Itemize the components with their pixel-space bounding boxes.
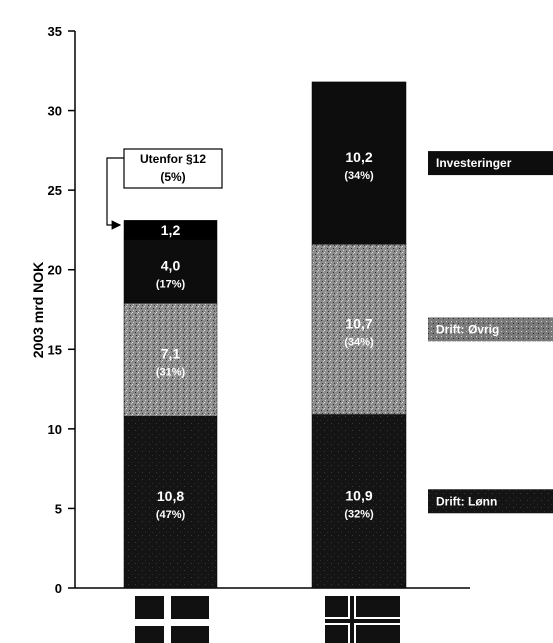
value-label: 7,1 [161,346,181,362]
value-label: 1,2 [161,222,181,238]
bar-segment [311,81,407,245]
flag-icon-nordic-cross [325,596,400,643]
bar-segment [123,302,218,417]
percent-label: (31%) [156,367,186,379]
value-label: 10,9 [345,487,372,503]
legend-box [428,489,553,514]
bar-segment [311,414,407,589]
y-tick-label: 25 [48,183,62,198]
value-label: 10,2 [345,149,372,165]
y-tick-label: 35 [48,24,62,39]
value-label: 4,0 [161,257,181,273]
value-label: 10,7 [345,315,372,331]
annotation-arrow [106,157,124,230]
legend-label: Drift: Øvrig [436,322,499,336]
bar-segment [123,220,218,240]
y-tick-label: 15 [48,342,62,357]
annotation-line2: (5%) [160,170,185,184]
percent-label: (34%) [344,336,374,348]
legend-box [428,317,553,342]
annotation-callout: Utenfor §12 (5%) [106,148,223,230]
annotation-box [123,148,223,189]
percent-label: (32%) [344,508,374,520]
bar-value-labels: 10,8 (47%) 7,1 (31%) 4,0 (17%) 1,2 10,9 (32%) 10,… [156,149,374,521]
bar-segment [311,244,407,415]
bar-segment [123,239,218,304]
legend-box [428,151,553,176]
value-label: 10,8 [157,488,184,504]
percent-label: (17%) [156,278,186,290]
y-tick-label: 20 [48,263,62,278]
y-axis-ticks: 0 5 10 15 20 25 30 35 [48,24,75,596]
bar-segments [123,81,407,589]
legend: Drift: Lønn Drift: Øvrig Investeringer [428,151,553,514]
y-tick-label: 30 [48,104,62,119]
legend-label: Investeringer [436,156,512,170]
y-tick-label: 5 [55,501,62,516]
percent-label: (34%) [344,170,374,182]
y-axis-label: 2003 mrd NOK [30,262,46,358]
percent-label: (47%) [156,509,186,521]
annotation-line1: Utenfor §12 [140,152,206,166]
flag-icon-solid [135,596,209,643]
y-tick-label: 0 [55,581,62,596]
legend-label: Drift: Lønn [436,494,497,508]
y-tick-label: 10 [48,422,62,437]
